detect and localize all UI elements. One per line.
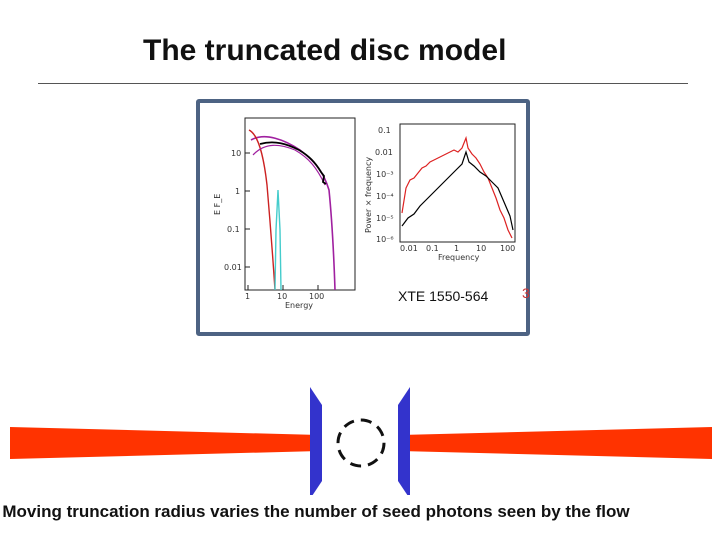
psd-x-ticks: 0.01 0.1 1 10 100 (400, 244, 515, 253)
psd-y-tick: 10⁻⁴ (376, 192, 394, 201)
slide-caption: Moving truncation radius varies the numb… (2, 502, 630, 521)
spectrum-hard-curve (252, 144, 326, 186)
psd-x-tick: 0.1 (426, 244, 439, 253)
side-mark: 3 (522, 285, 530, 301)
psd-y-tick: 0.01 (375, 148, 393, 157)
psd-x-tick: 100 (500, 244, 515, 253)
spectrum-soft-curve (248, 129, 276, 291)
spectrum-y-tick: 10 (231, 149, 241, 158)
psd-plot: 0.1 0.01 10⁻³ 10⁻⁴ 10⁻⁵ 10⁻⁶ 0.01 0.1 1 … (362, 118, 522, 268)
psd-red-curve (401, 135, 513, 239)
psd-x-label: Frequency (438, 253, 480, 262)
disc-right (400, 427, 712, 459)
truncated-disc-diagram (10, 387, 712, 495)
spectrum-data-curve (259, 141, 327, 185)
psd-y-label: Power × frequency (364, 157, 373, 233)
spectrum-axes (244, 117, 356, 291)
title-divider (38, 83, 688, 84)
spectrum-x-tick: 10 (277, 292, 287, 301)
spectrum-y-tick: 0.1 (227, 225, 240, 234)
psd-x-tick: 0.01 (400, 244, 418, 253)
psd-x-tick: 10 (476, 244, 486, 253)
spectrum-plot: 10 1 0.1 0.01 1 10 100 Energy E F_E (205, 110, 365, 310)
psd-black-curve (401, 150, 514, 231)
corona-wall-right (398, 387, 410, 495)
psd-y-ticks: 0.1 0.01 10⁻³ 10⁻⁴ 10⁻⁵ 10⁻⁶ (375, 126, 394, 244)
spectrum-y-label: E F_E (213, 194, 222, 215)
spectrum-line-feature (274, 189, 282, 291)
corona-wall-left (310, 387, 322, 495)
spectrum-y-tick: 0.01 (224, 263, 242, 272)
spectrum-x-tick: 100 (309, 292, 324, 301)
psd-axes (399, 123, 516, 243)
truncation-radius-circle (336, 418, 386, 468)
slide-title: The truncated disc model (143, 34, 507, 67)
psd-y-tick: 0.1 (378, 126, 391, 135)
spectrum-x-tick: 1 (245, 292, 250, 301)
psd-y-tick: 10⁻⁶ (376, 235, 394, 244)
psd-x-tick: 1 (454, 244, 459, 253)
spectrum-y-tick: 1 (235, 187, 240, 196)
spectrum-y-ticks: 10 1 0.1 0.01 (224, 149, 250, 272)
spectrum-x-ticks: 1 10 100 (245, 285, 324, 301)
psd-y-tick: 10⁻³ (376, 170, 394, 179)
disc-left (10, 427, 320, 459)
inset-source-label: XTE 1550-564 (398, 288, 489, 304)
spectrum-x-label: Energy (285, 301, 313, 310)
psd-y-tick: 10⁻⁵ (376, 214, 394, 223)
